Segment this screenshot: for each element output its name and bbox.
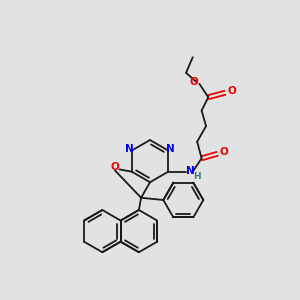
Text: N: N (166, 144, 175, 154)
Text: H: H (194, 172, 201, 181)
Text: O: O (111, 162, 119, 172)
Text: N: N (186, 166, 195, 176)
Text: O: O (190, 77, 198, 87)
Text: O: O (220, 147, 228, 157)
Text: N: N (125, 144, 134, 154)
Text: O: O (227, 85, 236, 96)
